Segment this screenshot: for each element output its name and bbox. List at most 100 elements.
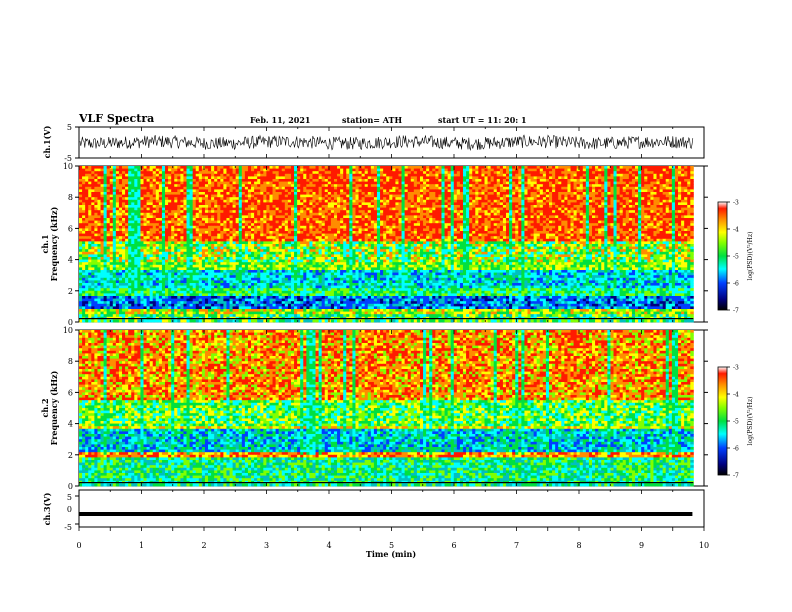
ch1-spectrogram-cell bbox=[545, 186, 550, 190]
ch1-spectrogram-cell bbox=[131, 184, 135, 188]
ch1-spectrogram-cell bbox=[435, 212, 439, 216]
ch1-spectrogram-cell bbox=[484, 173, 488, 177]
ch1-spectrogram-cell bbox=[524, 184, 528, 188]
ch1-spectrogram-cell bbox=[373, 223, 378, 227]
ch1-spectrogram-cell bbox=[595, 171, 599, 175]
ch1-spectrogram-cell bbox=[582, 215, 587, 219]
ch1-spectrogram-cell bbox=[155, 210, 160, 214]
ch1-spectrogram-cell bbox=[432, 223, 436, 227]
ch1-spectrogram-cell bbox=[284, 215, 289, 219]
ch1-spectrogram-cell bbox=[426, 173, 430, 177]
ch1-spectrogram-cell bbox=[149, 197, 154, 201]
ch1-spectrogram-cell bbox=[542, 166, 547, 169]
ch1-spectrogram-cell bbox=[247, 212, 252, 216]
ch1-spectrogram-cell bbox=[496, 212, 501, 216]
ch1-spectrogram-cell bbox=[410, 179, 415, 182]
ch1-spectrogram-cell bbox=[678, 189, 682, 193]
ch1-spectrogram-cell bbox=[668, 202, 673, 206]
ch1-spectrogram-cell bbox=[251, 168, 255, 172]
ch1-spectrogram-cell bbox=[241, 215, 246, 219]
ch1-spectrogram-cell bbox=[161, 189, 166, 193]
ch1-spectrogram-cell bbox=[115, 166, 120, 169]
ch1-spectrogram-cell bbox=[444, 168, 449, 172]
ch1-spectrogram-cell bbox=[201, 202, 206, 206]
ch1-spectrogram-cell bbox=[423, 168, 427, 172]
ch1-spectrogram-cell bbox=[499, 192, 504, 195]
ch1-spectrogram-cell bbox=[143, 194, 147, 198]
ch1-spectrogram-cell bbox=[469, 166, 473, 169]
ch1-spectrogram-cell bbox=[294, 215, 298, 219]
ch1-spectrogram-cell bbox=[171, 192, 175, 195]
ch1-spectrogram-cell bbox=[343, 179, 347, 182]
ch1-spectrogram-cell bbox=[481, 197, 485, 201]
ch1-spectrogram-cell bbox=[481, 176, 485, 180]
ch1-spectrogram-cell bbox=[536, 197, 541, 201]
ch1-spectrogram-cell bbox=[407, 168, 412, 172]
ch1-spectrogram-cell bbox=[103, 171, 108, 175]
ch1-spectrogram-cell bbox=[555, 218, 559, 221]
ch1-spectrogram-cell bbox=[235, 168, 240, 172]
ch1-spectrogram-cell bbox=[515, 186, 519, 190]
ch1-spectrogram-cell bbox=[549, 184, 553, 188]
ch1-spectrogram-cell bbox=[681, 168, 685, 172]
ch1-spectrogram-cell bbox=[607, 212, 611, 216]
ch1-spectrogram-cell bbox=[515, 176, 519, 180]
ch1-spectrogram-cell bbox=[143, 181, 147, 185]
ch1-spectrogram-cell bbox=[674, 171, 679, 175]
ch1-spectrogram-cell bbox=[466, 225, 470, 229]
ch1-spectrogram-cell bbox=[582, 194, 587, 198]
ch1-spectrogram-cell bbox=[668, 205, 673, 208]
ch1-spectrogram-cell bbox=[278, 210, 283, 214]
ch1-spectrogram-cell bbox=[247, 171, 252, 175]
ch1-spectrogram-cell bbox=[152, 218, 157, 221]
ch1-spectrogram-cell bbox=[466, 202, 470, 206]
ch1-spectrogram-cell bbox=[478, 218, 482, 221]
ch1-spectrogram-cell bbox=[466, 228, 470, 232]
ch1-spectrogram-cell bbox=[595, 210, 599, 214]
ch1-spectrogram-cell bbox=[530, 210, 535, 214]
ch1-spectrogram-cell bbox=[567, 192, 571, 195]
ch1-spectrogram-cell bbox=[410, 173, 415, 177]
ch1-spectrogram-cell bbox=[674, 186, 679, 190]
ch1-spectrogram-cell bbox=[134, 197, 138, 201]
ch1-spectrogram-cell bbox=[115, 179, 120, 182]
ch1-spectrogram-cell bbox=[321, 207, 326, 211]
ch1-spectrogram-cell bbox=[484, 218, 488, 221]
ch1-spectrogram-cell bbox=[238, 210, 243, 214]
ch1-spectrogram-cell bbox=[576, 202, 581, 206]
ch1-spectrogram-cell bbox=[613, 179, 617, 182]
ch1-spectrogram-cell bbox=[155, 189, 160, 193]
ch1-spectrogram-cell bbox=[638, 176, 642, 180]
ch1-spectrogram-cell bbox=[647, 210, 651, 214]
ch1-spectrogram-cell bbox=[545, 192, 550, 195]
ch1-spectrogram-cell bbox=[493, 225, 498, 229]
station-label: station= ATH bbox=[342, 115, 402, 125]
ch1-spectrogram-cell bbox=[244, 166, 249, 169]
ch1-spectrogram-cell bbox=[201, 168, 206, 172]
ch1-spectrogram-cell bbox=[383, 210, 387, 214]
ch1-spectrogram-cell bbox=[635, 184, 639, 188]
ch1-spectrogram-cell bbox=[103, 218, 108, 221]
ch1-spectrogram-cell bbox=[383, 192, 387, 195]
ch1-spectrogram-cell bbox=[373, 179, 378, 182]
ch1-spectrogram-cell bbox=[401, 220, 406, 224]
ch1-spectrogram-cell bbox=[312, 181, 316, 185]
ch1-spectrogram-cell bbox=[638, 192, 642, 195]
ch1-spectrogram-cell bbox=[668, 189, 673, 193]
ch1-spectrogram-cell bbox=[226, 210, 230, 214]
ch1-spectrogram-cell bbox=[217, 194, 221, 198]
ch1-spectrogram-cell bbox=[493, 223, 498, 227]
ch1-spectrogram-cell bbox=[226, 218, 230, 221]
ch1-spectrogram-cell bbox=[447, 197, 452, 201]
ch1-spectrogram-cell bbox=[174, 168, 178, 172]
ch1-spectrogram-cell bbox=[300, 212, 304, 216]
ch1-spectrogram-cell bbox=[152, 225, 157, 229]
ch1-spectrogram-cell bbox=[386, 228, 390, 232]
ch1-spectrogram-cell bbox=[533, 176, 538, 180]
ch1-spectrogram-cell bbox=[100, 189, 104, 193]
ch1-spectrogram-cell bbox=[509, 202, 513, 206]
ch1-spectrogram-cell bbox=[681, 194, 685, 198]
ch1-spectrogram-cell bbox=[79, 176, 83, 180]
ch1-spectrogram-cell bbox=[281, 215, 286, 219]
ch1-spectrogram-cell bbox=[459, 168, 464, 172]
